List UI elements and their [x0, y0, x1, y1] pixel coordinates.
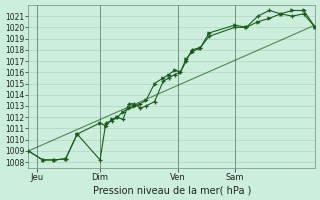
X-axis label: Pression niveau de la mer( hPa ): Pression niveau de la mer( hPa ) — [92, 185, 251, 195]
